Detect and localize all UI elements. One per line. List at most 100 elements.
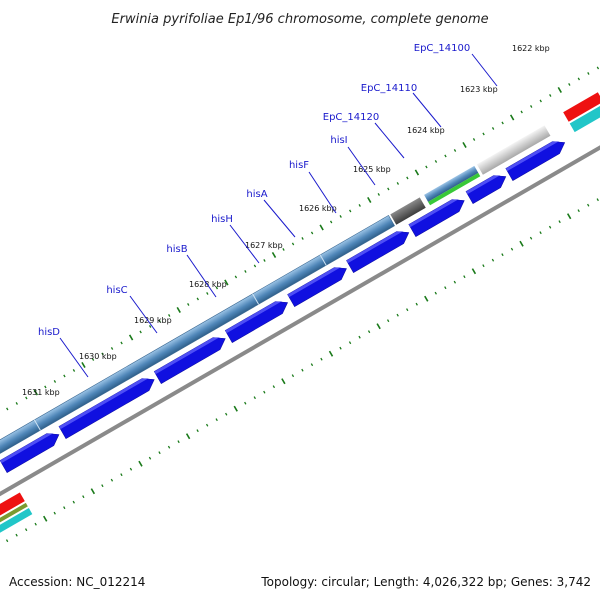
scale-tick [472, 138, 476, 141]
scale-tick [424, 295, 429, 302]
scale-tick [34, 522, 37, 526]
scale-tick [339, 215, 342, 218]
cds-arrow-highlight [225, 301, 283, 334]
scale-tick [72, 369, 76, 372]
scale-tick [444, 154, 447, 158]
scale-tick [253, 264, 257, 268]
scale-tick [509, 114, 515, 121]
scale-tick [310, 231, 314, 235]
gene-label: hisA [246, 189, 267, 200]
scale-tick [185, 433, 191, 440]
cds-arrow-highlight [0, 433, 54, 464]
scale-tick [539, 99, 542, 103]
scale-tick [453, 280, 457, 284]
gene-label: EpC_14110 [361, 83, 417, 94]
scale-tick [529, 236, 533, 240]
scale-tick [129, 467, 133, 471]
scale-tick [596, 198, 599, 202]
scale-tick [577, 209, 580, 213]
scale-tick [225, 412, 228, 416]
scale-tick [101, 484, 104, 488]
scale-tick [301, 368, 304, 372]
scale-tick [72, 500, 75, 504]
operon-divider [319, 254, 327, 266]
scale-tick [387, 187, 390, 191]
scale-tick [367, 196, 372, 203]
gene-label: hisF [289, 160, 309, 171]
scale-tick [158, 451, 161, 455]
gene-label: EpC_14120 [323, 112, 379, 123]
scale-tick [206, 292, 209, 295]
backbone-line [0, 113, 600, 518]
scale-tick [63, 506, 66, 510]
scale-tick [63, 374, 66, 378]
scale-tick [587, 72, 590, 75]
scale-tick [444, 286, 447, 290]
scale-tick [587, 203, 590, 207]
scale-tick [253, 396, 256, 400]
tick-label: 1631 kbp [22, 388, 60, 397]
scale-tick [577, 77, 581, 81]
scale-tick [233, 405, 238, 412]
scale-tick [5, 539, 9, 543]
cds-arrow-highlight [408, 199, 459, 228]
scale-tick [501, 121, 504, 125]
scale-tick [568, 83, 571, 86]
cds-track [0, 141, 566, 473]
scale-tick [263, 390, 266, 394]
scale-tick [510, 247, 514, 251]
scale-tick [414, 169, 420, 176]
cds-arrow-highlight [465, 175, 501, 195]
scale-tick [463, 275, 466, 279]
scale-tick [471, 268, 477, 275]
scale-tick [167, 445, 171, 449]
scale-tick [548, 225, 552, 229]
scale-tick [596, 66, 600, 70]
scale-tick [244, 401, 247, 405]
scale-tick [557, 86, 562, 93]
scale-tick [367, 330, 371, 334]
cds-arrow [408, 199, 465, 237]
scale-tick [339, 346, 342, 350]
scale-tick [328, 350, 334, 357]
gene-label: hisI [330, 135, 347, 146]
scale-tick [329, 220, 333, 224]
tick-label: 1623 kbp [460, 85, 498, 94]
scale-tick [539, 231, 542, 235]
scale-tick [90, 488, 96, 495]
scale-tick [110, 347, 114, 350]
scale-tick [482, 264, 485, 268]
fragment-red [0, 492, 25, 522]
scale-tick [320, 357, 323, 361]
gene-label: hisH [211, 214, 233, 225]
scale-tick [377, 193, 380, 196]
scale-tick [282, 248, 285, 251]
leader-lines [59, 53, 498, 378]
scale-tick [566, 213, 572, 220]
scale-tick [434, 291, 437, 295]
scale-tick [187, 303, 190, 306]
scale-tick [386, 319, 390, 323]
scale-tick [263, 259, 266, 262]
scale-tick [128, 334, 134, 341]
scale-tick [205, 423, 209, 427]
scale-tick [158, 319, 161, 323]
scale-tick [148, 456, 152, 460]
feature-blue-short [424, 165, 479, 202]
scale-tick [148, 325, 152, 328]
scale-tick [396, 313, 399, 317]
scale-dots [5, 66, 600, 543]
operon-bar [0, 214, 395, 456]
scale-tick [272, 385, 276, 389]
scale-tick [291, 374, 295, 378]
scale-tick [33, 389, 39, 396]
gene-label: hisC [106, 285, 127, 296]
scale-tick [434, 160, 438, 163]
scale-tick [453, 149, 457, 152]
accession-text: Accession: NC_012214 [9, 575, 145, 589]
scale-tick [81, 361, 86, 368]
scale-tick [91, 358, 95, 361]
cds-arrow-highlight [287, 267, 342, 298]
scale-tick [101, 352, 104, 356]
